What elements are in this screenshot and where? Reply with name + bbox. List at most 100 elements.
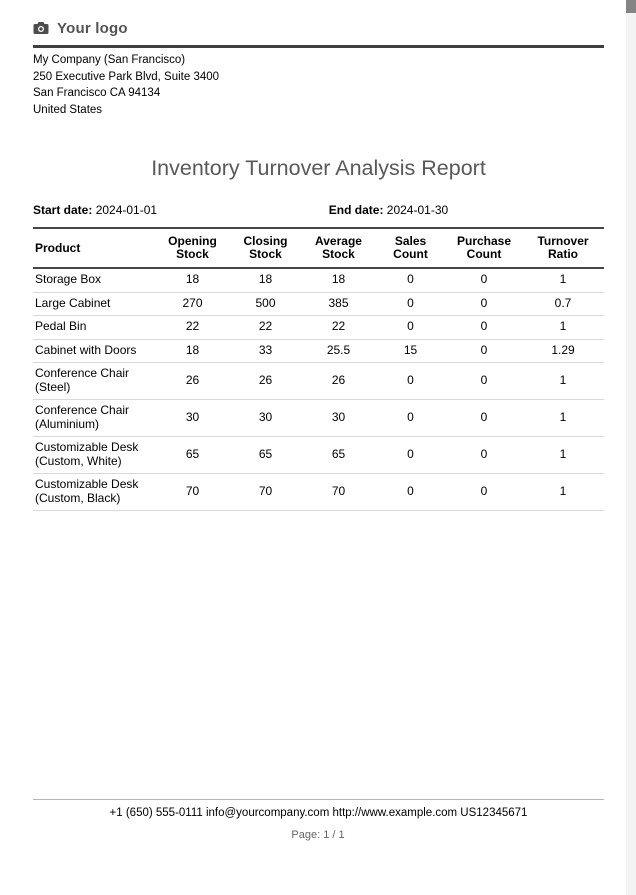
start-date: Start date: 2024-01-01 <box>33 203 329 217</box>
start-date-label: Start date: <box>33 203 93 217</box>
cell-closing-stock: 65 <box>229 436 302 474</box>
cell-opening-stock: 65 <box>156 436 229 474</box>
table-row: Cabinet with Doors 18 33 25.5 15 0 1.29 <box>33 339 604 363</box>
col-purchase-count: Purchase Count <box>446 227 522 269</box>
company-name: My Company (San Francisco) <box>33 54 186 66</box>
scrollbar-track[interactable] <box>626 0 636 895</box>
cell-closing-stock: 18 <box>229 268 302 293</box>
inventory-table: Product Opening Stock Closing Stock Aver… <box>33 227 604 511</box>
cell-closing-stock: 22 <box>229 315 302 340</box>
cell-turnover-ratio: 1.29 <box>522 339 604 363</box>
col-label: Sales <box>394 234 427 248</box>
cell-turnover-ratio: 1 <box>522 268 604 293</box>
col-label: Average <box>315 234 362 248</box>
product-name: Pedal Bin <box>33 315 156 340</box>
product-name: Storage Box <box>33 268 156 293</box>
table-header-row: Product Opening Stock Closing Stock Aver… <box>33 227 604 269</box>
cell-opening-stock: 22 <box>156 315 229 340</box>
cell-sales-count: 0 <box>375 436 446 474</box>
end-date-label: End date: <box>328 203 384 217</box>
date-range: Start date: 2024-01-01 End date: 2024-01… <box>33 203 604 217</box>
col-label: Turnover <box>537 234 589 248</box>
cell-purchase-count: 0 <box>446 399 522 437</box>
cell-purchase-count: 0 <box>446 473 522 511</box>
cell-purchase-count: 0 <box>446 362 522 400</box>
col-label: Purchase <box>456 234 512 248</box>
cell-average-stock: 30 <box>302 399 375 437</box>
cell-opening-stock: 270 <box>156 292 229 316</box>
report-title: Inventory Turnover Analysis Report <box>151 156 486 180</box>
table-row: Customizable Desk (Custom, White) 65 65 … <box>33 436 604 474</box>
cell-opening-stock: 30 <box>156 399 229 437</box>
cell-turnover-ratio: 1 <box>522 473 604 511</box>
cell-average-stock: 70 <box>302 473 375 511</box>
col-label: Product <box>35 240 81 255</box>
table-row: Conference Chair (Steel) 26 26 26 0 0 1 <box>33 362 604 400</box>
col-turnover-ratio: Turnover Ratio <box>522 227 604 269</box>
cell-sales-count: 0 <box>375 315 446 340</box>
report-content: Your logo My Company (San Francisco) 250… <box>33 17 604 511</box>
cell-average-stock: 26 <box>302 362 375 400</box>
cell-purchase-count: 0 <box>446 436 522 474</box>
cell-sales-count: 0 <box>375 473 446 511</box>
product-name: Customizable Desk (Custom, Black) <box>33 473 156 511</box>
col-opening-stock: Opening Stock <box>156 227 229 269</box>
cell-opening-stock: 70 <box>156 473 229 511</box>
cell-sales-count: 0 <box>375 268 446 293</box>
page-number: Page: 1 / 1 <box>291 829 345 841</box>
col-sales-count: Sales Count <box>375 227 446 269</box>
table-row: Conference Chair (Aluminium) 30 30 30 0 … <box>33 399 604 437</box>
cell-sales-count: 15 <box>375 339 446 363</box>
end-date-value: 2024-01-30 <box>386 203 449 217</box>
cell-turnover-ratio: 1 <box>522 399 604 437</box>
report-footer: +1 (650) 555-0111 info@yourcompany.com h… <box>33 799 604 819</box>
cell-closing-stock: 70 <box>229 473 302 511</box>
cell-closing-stock: 26 <box>229 362 302 400</box>
footer-contact: +1 (650) 555-0111 info@yourcompany.com h… <box>109 807 528 819</box>
cell-purchase-count: 0 <box>446 339 522 363</box>
product-name: Large Cabinet <box>33 292 156 316</box>
cell-turnover-ratio: 1 <box>522 436 604 474</box>
col-closing-stock: Closing Stock <box>229 227 302 269</box>
col-label: Stock <box>322 247 355 261</box>
company-country: United States <box>33 103 103 116</box>
cell-average-stock: 385 <box>302 292 375 316</box>
col-label: Ratio <box>548 247 578 261</box>
cell-opening-stock: 26 <box>156 362 229 400</box>
table-body: Storage Box 18 18 18 0 0 1 Large Cabinet… <box>33 268 604 511</box>
table-row: Storage Box 18 18 18 0 0 1 <box>33 268 604 293</box>
col-label: Count <box>393 247 428 261</box>
col-product: Product <box>33 227 156 269</box>
product-name: Cabinet with Doors <box>33 339 156 363</box>
camera-logo-icon <box>33 21 49 35</box>
company-address: My Company (San Francisco) 250 Executive… <box>33 52 604 118</box>
cell-average-stock: 18 <box>302 268 375 293</box>
cell-purchase-count: 0 <box>446 292 522 316</box>
cell-turnover-ratio: 1 <box>522 315 604 340</box>
table-row: Large Cabinet 270 500 385 0 0 0.7 <box>33 292 604 316</box>
col-label: Stock <box>176 247 209 261</box>
header-divider <box>33 45 604 48</box>
scrollbar-thumb[interactable] <box>626 0 636 13</box>
cell-average-stock: 25.5 <box>302 339 375 363</box>
col-label: Closing <box>243 234 288 248</box>
cell-purchase-count: 0 <box>446 268 522 293</box>
cell-closing-stock: 33 <box>229 339 302 363</box>
product-name: Conference Chair (Aluminium) <box>33 399 156 437</box>
col-label: Stock <box>249 247 282 261</box>
company-logo: Your logo <box>33 17 604 39</box>
cell-closing-stock: 500 <box>229 292 302 316</box>
table-row: Customizable Desk (Custom, Black) 70 70 … <box>33 473 604 511</box>
company-street: 250 Executive Park Blvd, Suite 3400 <box>33 70 220 83</box>
cell-average-stock: 22 <box>302 315 375 340</box>
cell-opening-stock: 18 <box>156 339 229 363</box>
logo-text: Your logo <box>57 19 128 37</box>
cell-average-stock: 65 <box>302 436 375 474</box>
col-average-stock: Average Stock <box>302 227 375 269</box>
end-date: End date: 2024-01-30 <box>329 203 448 217</box>
col-label: Opening <box>168 234 217 248</box>
start-date-value: 2024-01-01 <box>95 203 158 217</box>
cell-turnover-ratio: 0.7 <box>522 292 604 316</box>
table-row: Pedal Bin 22 22 22 0 0 1 <box>33 315 604 340</box>
